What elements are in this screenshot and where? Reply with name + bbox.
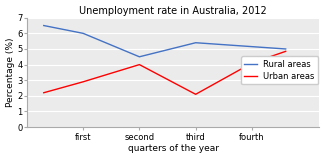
Urban areas (250, 62, 254, 64)
Urban areas (42, 92, 46, 94)
Line: Urban areas: Urban areas (44, 51, 286, 94)
Urban areas (137, 64, 141, 66)
Rural areas (81, 32, 85, 34)
Urban areas (194, 93, 198, 95)
Line: Rural areas: Rural areas (44, 26, 286, 57)
Legend: Rural areas, Urban areas: Rural areas, Urban areas (241, 56, 318, 84)
Title: Unemployment rate in Australia, 2012: Unemployment rate in Australia, 2012 (79, 6, 267, 16)
X-axis label: quarters of the year: quarters of the year (128, 144, 219, 153)
Rural areas (194, 42, 198, 44)
Urban areas (284, 50, 288, 52)
Rural areas (137, 56, 141, 58)
Y-axis label: Percentage (%): Percentage (%) (6, 38, 15, 107)
Rural areas (284, 48, 288, 50)
Rural areas (42, 25, 46, 27)
Rural areas (250, 46, 254, 48)
Urban areas (81, 81, 85, 83)
